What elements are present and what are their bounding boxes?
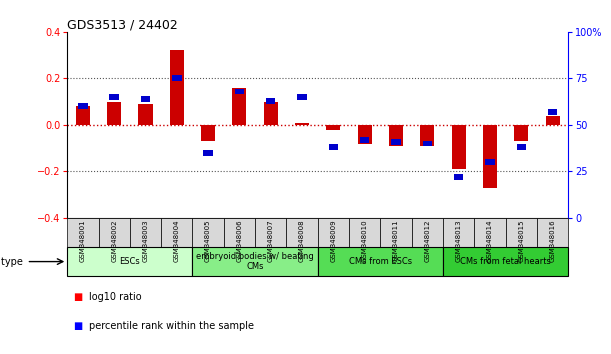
Text: GSM348001: GSM348001 <box>80 219 86 262</box>
Bar <box>548 109 557 115</box>
Text: GSM348014: GSM348014 <box>487 219 493 262</box>
Bar <box>266 98 276 104</box>
Bar <box>98 218 130 247</box>
Text: GSM348008: GSM348008 <box>299 219 305 262</box>
Bar <box>76 106 90 125</box>
Text: GSM348010: GSM348010 <box>362 219 368 262</box>
Text: GSM348004: GSM348004 <box>174 219 180 262</box>
Bar <box>232 88 246 125</box>
Bar <box>546 116 560 125</box>
Bar <box>67 218 98 247</box>
Bar <box>412 218 443 247</box>
Text: GSM348015: GSM348015 <box>518 219 524 262</box>
Text: GSM348009: GSM348009 <box>331 219 337 262</box>
Bar <box>537 218 568 247</box>
Bar <box>161 218 192 247</box>
Bar <box>391 139 401 144</box>
Bar <box>170 51 184 125</box>
Bar <box>224 218 255 247</box>
Bar <box>514 125 529 141</box>
Text: GSM348012: GSM348012 <box>424 219 430 262</box>
Bar <box>318 247 443 276</box>
Text: CMs from fetal hearts: CMs from fetal hearts <box>460 257 551 266</box>
Text: GSM348002: GSM348002 <box>111 219 117 262</box>
Bar <box>264 102 278 125</box>
Bar <box>67 247 192 276</box>
Bar <box>329 144 338 150</box>
Bar <box>326 125 340 130</box>
Bar <box>360 137 370 143</box>
Text: GSM348016: GSM348016 <box>549 219 555 262</box>
Bar <box>318 218 349 247</box>
Bar <box>454 174 463 180</box>
Bar <box>420 125 434 146</box>
Bar <box>452 125 466 169</box>
Bar <box>255 218 287 247</box>
Bar <box>235 88 244 94</box>
Bar <box>443 218 474 247</box>
Text: ■: ■ <box>73 321 82 331</box>
Text: percentile rank within the sample: percentile rank within the sample <box>89 321 254 331</box>
Bar <box>298 94 307 100</box>
Bar <box>141 96 150 102</box>
Bar <box>287 218 318 247</box>
Bar <box>203 150 213 156</box>
Bar <box>483 125 497 188</box>
Bar <box>107 102 121 125</box>
Bar <box>506 218 537 247</box>
Bar <box>192 247 318 276</box>
Bar <box>349 218 380 247</box>
Bar <box>192 218 224 247</box>
Bar <box>139 104 153 125</box>
Bar <box>423 141 432 147</box>
Text: GSM348003: GSM348003 <box>142 219 148 262</box>
Text: cell type: cell type <box>0 257 23 267</box>
Bar <box>130 218 161 247</box>
Text: log10 ratio: log10 ratio <box>89 292 141 302</box>
Bar <box>380 218 412 247</box>
Text: ■: ■ <box>73 292 82 302</box>
Bar <box>516 144 526 150</box>
Bar <box>357 125 371 143</box>
Bar <box>201 125 215 141</box>
Bar <box>295 122 309 125</box>
Bar <box>443 247 568 276</box>
Text: GSM348005: GSM348005 <box>205 219 211 262</box>
Text: GSM348006: GSM348006 <box>236 219 243 262</box>
Bar <box>474 218 506 247</box>
Bar <box>172 75 181 81</box>
Text: GSM348007: GSM348007 <box>268 219 274 262</box>
Text: GSM348011: GSM348011 <box>393 219 399 262</box>
Bar <box>78 103 87 109</box>
Bar <box>389 125 403 146</box>
Bar <box>109 94 119 100</box>
Text: ESCs: ESCs <box>120 257 140 266</box>
Text: GDS3513 / 24402: GDS3513 / 24402 <box>67 19 178 32</box>
Text: GSM348013: GSM348013 <box>456 219 462 262</box>
Bar <box>485 159 495 165</box>
Text: CMs from ESCs: CMs from ESCs <box>349 257 412 266</box>
Text: embryoid bodies w/ beating
CMs: embryoid bodies w/ beating CMs <box>196 252 314 271</box>
